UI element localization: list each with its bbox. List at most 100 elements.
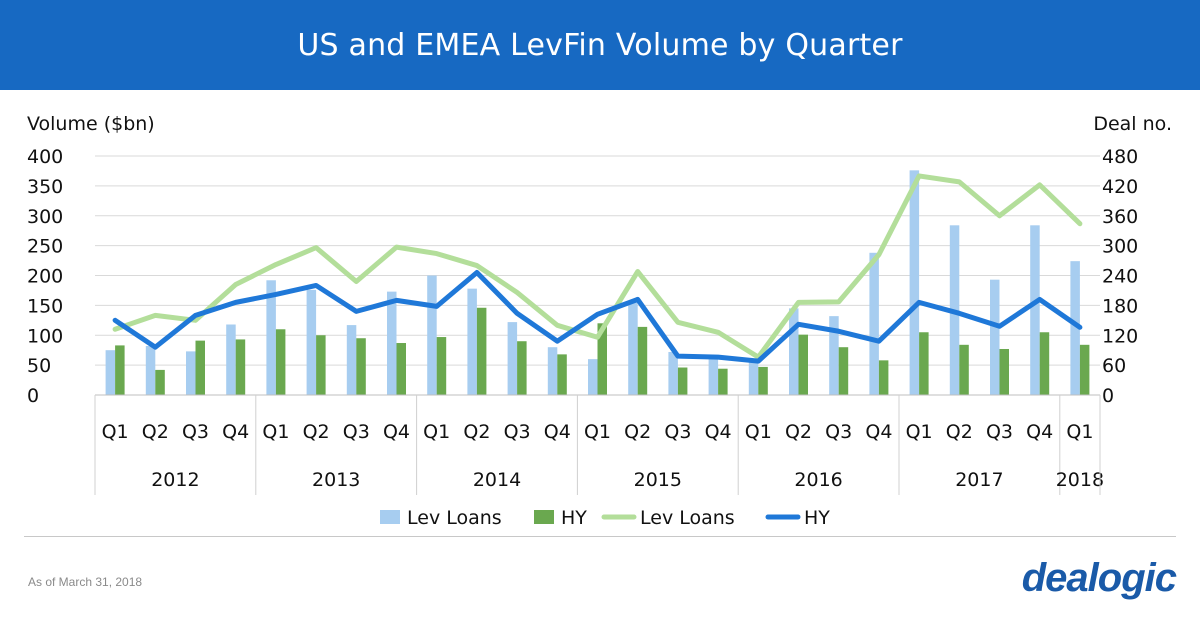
left-tick-label: 100 bbox=[27, 325, 63, 347]
quarter-label: Q4 bbox=[1026, 421, 1053, 443]
quarter-label: Q1 bbox=[423, 421, 450, 443]
quarter-label: Q3 bbox=[182, 421, 209, 443]
legend-hy-bar-swatch bbox=[534, 510, 554, 524]
lev-loans-volume-bar bbox=[186, 351, 196, 395]
quarter-label: Q3 bbox=[986, 421, 1013, 443]
hy-volume-bar bbox=[235, 339, 246, 395]
hy-volume-bar bbox=[677, 367, 688, 395]
hy-volume-bar bbox=[878, 360, 889, 395]
hy-volume-bar bbox=[356, 338, 366, 395]
chart-header: US and EMEA LevFin Volume by Quarter bbox=[0, 0, 1200, 90]
lev-loans-volume-bar bbox=[789, 308, 799, 395]
left-tick-label: 200 bbox=[27, 266, 63, 288]
hy-deal-count-line bbox=[112, 270, 1083, 364]
hy-volume-bar bbox=[758, 366, 768, 395]
right-tick-label: 180 bbox=[1102, 295, 1138, 317]
right-tick-label: 0 bbox=[1102, 385, 1114, 407]
right-tick-label: 480 bbox=[1102, 146, 1138, 168]
quarter-label: Q2 bbox=[785, 421, 812, 443]
left-axis-title: Volume ($bn) bbox=[27, 113, 155, 135]
hy-volume-bar bbox=[718, 368, 728, 395]
quarter-label: Q3 bbox=[825, 421, 852, 443]
lev-loans-volume-bar bbox=[748, 359, 759, 395]
right-tick-label: 60 bbox=[1102, 355, 1126, 377]
right-tick-label: 420 bbox=[1102, 176, 1138, 198]
as-of-footnote: As of March 31, 2018 bbox=[28, 575, 143, 589]
lev-loans-volume-bar bbox=[306, 289, 317, 395]
hy-volume-bar bbox=[637, 326, 648, 395]
lev-loans-volume-bar bbox=[507, 322, 518, 395]
quarter-label: Q4 bbox=[865, 421, 892, 443]
hy-volume-bar bbox=[517, 341, 527, 395]
lev-loans-volume-bar bbox=[829, 316, 839, 395]
hy-volume-bar bbox=[959, 344, 969, 395]
lev-loans-volume-bar bbox=[467, 288, 477, 395]
year-label: 2014 bbox=[473, 469, 521, 491]
hy-volume-bar bbox=[316, 335, 326, 395]
quarter-label: Q1 bbox=[745, 421, 772, 443]
hy-volume-bar bbox=[1039, 332, 1050, 395]
quarter-label: Q4 bbox=[705, 421, 732, 443]
legend-lev-loans-line-label: Lev Loans bbox=[640, 507, 735, 529]
quarter-label: Q3 bbox=[504, 421, 531, 443]
hy-volume-bar bbox=[275, 329, 286, 395]
quarter-label: Q1 bbox=[906, 421, 933, 443]
left-tick-label: 400 bbox=[27, 146, 63, 168]
right-tick-label: 120 bbox=[1102, 325, 1138, 347]
hy-volume-bar bbox=[838, 347, 849, 395]
quarter-label: Q3 bbox=[343, 421, 370, 443]
lev-loans-volume-bar bbox=[668, 351, 678, 395]
right-axis-title: Deal no. bbox=[1093, 113, 1172, 135]
left-tick-label: 150 bbox=[27, 295, 63, 317]
hy-volume-bar bbox=[1079, 344, 1090, 395]
lev-loans-volume-bar bbox=[387, 291, 397, 395]
lev-loans-volume-bar bbox=[990, 279, 1000, 395]
hy-volume-bar bbox=[597, 323, 607, 395]
lev-loans-volume-bar bbox=[226, 324, 236, 395]
lev-loans-volume-bar bbox=[1030, 225, 1040, 395]
lev-loans-volume-bar bbox=[869, 252, 879, 395]
year-label: 2012 bbox=[151, 469, 199, 491]
chart-title: US and EMEA LevFin Volume by Quarter bbox=[297, 27, 903, 63]
hy-volume-bar bbox=[436, 337, 447, 395]
hy-volume-bar bbox=[999, 348, 1009, 395]
lev-loans-volume-bar bbox=[427, 275, 437, 395]
footer-divider bbox=[24, 536, 1176, 537]
legend: Lev Loans HY Lev Loans HY bbox=[380, 507, 830, 529]
dealogic-logo: dealogic bbox=[1021, 556, 1177, 600]
left-tick-label: 50 bbox=[27, 355, 51, 377]
year-label: 2013 bbox=[312, 469, 360, 491]
right-tick-label: 300 bbox=[1102, 236, 1138, 258]
quarter-label: Q2 bbox=[303, 421, 330, 443]
hy-volume-bar bbox=[396, 343, 406, 395]
legend-hy-bar-label: HY bbox=[561, 507, 587, 529]
quarter-label: Q1 bbox=[102, 421, 129, 443]
left-tick-label: 300 bbox=[27, 206, 63, 228]
legend-lev-loans-bar-swatch bbox=[380, 510, 400, 524]
hy-volume-bar bbox=[919, 332, 929, 395]
year-label: 2015 bbox=[634, 469, 682, 491]
lev-loans-volume-bar bbox=[266, 280, 276, 395]
hy-volume-bar bbox=[195, 340, 205, 395]
legend-hy-line-label: HY bbox=[804, 507, 830, 529]
quarter-label: Q1 bbox=[1066, 421, 1093, 443]
lev-loans-volume-bar bbox=[547, 347, 558, 395]
year-label: 2017 bbox=[955, 469, 1003, 491]
quarter-label: Q4 bbox=[383, 421, 410, 443]
hy-volume-bar bbox=[557, 354, 567, 395]
lev-loans-volume-bar bbox=[588, 359, 598, 395]
quarter-label: Q1 bbox=[584, 421, 611, 443]
year-label: 2016 bbox=[794, 469, 842, 491]
left-tick-label: 0 bbox=[27, 385, 39, 407]
lev-loans-volume-bar bbox=[145, 346, 156, 395]
right-tick-label: 360 bbox=[1102, 206, 1138, 228]
quarter-label: Q1 bbox=[262, 421, 289, 443]
lev-loans-volume-bar bbox=[909, 170, 920, 395]
year-label: 2018 bbox=[1056, 469, 1104, 491]
gridlines bbox=[95, 155, 1100, 366]
lev-loans-volume-bar bbox=[1070, 261, 1080, 395]
quarter-label: Q4 bbox=[222, 421, 249, 443]
quarter-label: Q2 bbox=[142, 421, 169, 443]
quarter-label: Q2 bbox=[624, 421, 651, 443]
lev-loans-volume-bar bbox=[708, 356, 719, 395]
